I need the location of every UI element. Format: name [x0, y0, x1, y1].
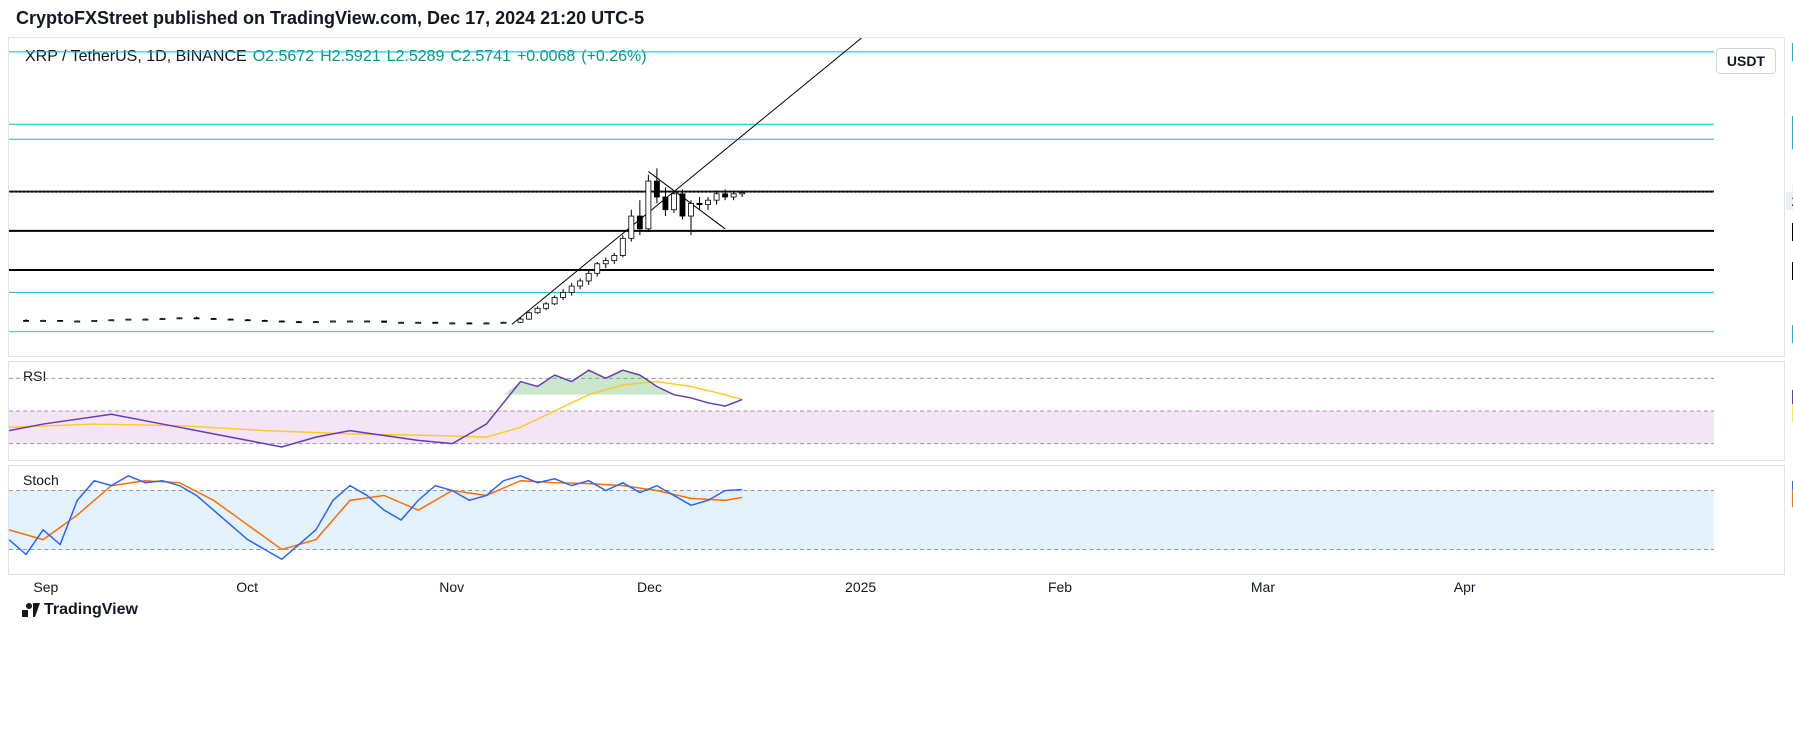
stoch-panel[interactable]: Stoch 100.000.0081.4073.29 — [8, 465, 1785, 575]
time-tick: Mar — [1251, 579, 1275, 595]
chart-container: XRP / TetherUS, 1D, BINANCE O2.5672 H2.5… — [0, 37, 1793, 737]
time-tick: Oct — [236, 579, 258, 595]
main-price-panel[interactable]: XRP / TetherUS, 1D, BINANCE O2.5672 H2.5… — [8, 37, 1785, 357]
time-tick: Apr — [1454, 579, 1476, 595]
time-axis: TradingView SepOctNovDec2025FebMarApr — [8, 575, 1785, 615]
header-publisher: CryptoFXStreet published on TradingView.… — [0, 0, 1793, 37]
rsi-panel[interactable]: RSI 80.0040.0067.7867.56 — [8, 361, 1785, 461]
currency-button[interactable]: USDT — [1716, 48, 1776, 74]
time-tick: Sep — [33, 579, 58, 595]
main-chart-area — [9, 38, 1714, 356]
tradingview-logo[interactable]: TradingView — [22, 601, 138, 619]
time-tick: 2025 — [845, 579, 876, 595]
time-tick: Nov — [439, 579, 464, 595]
time-tick: Feb — [1048, 579, 1072, 595]
time-tick: Dec — [637, 579, 662, 595]
price-label: 21:39:14 — [1786, 192, 1793, 210]
